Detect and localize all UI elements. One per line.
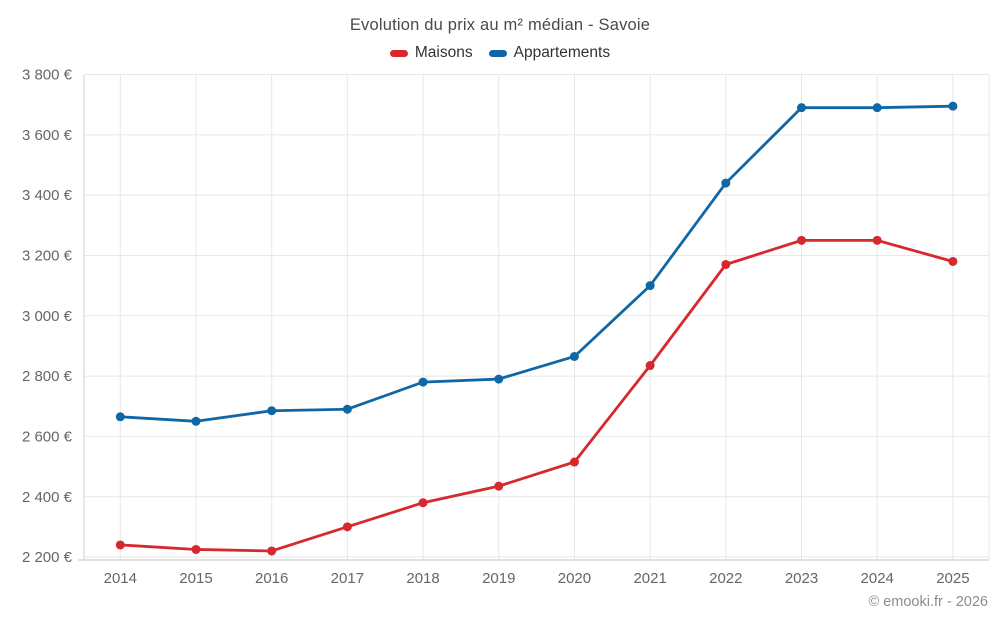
y-axis-tick-label: 2 800 € bbox=[22, 368, 73, 385]
data-point-appartements-2021[interactable] bbox=[645, 281, 655, 291]
legend-label-appartements: Appartements bbox=[513, 44, 611, 61]
legend-item-maisons[interactable]: Maisons bbox=[389, 44, 473, 62]
data-point-maisons-2014[interactable] bbox=[115, 540, 125, 550]
y-axis-tick-label: 3 000 € bbox=[22, 308, 73, 325]
data-point-appartements-2024[interactable] bbox=[872, 103, 882, 113]
y-axis-tick-label: 3 800 € bbox=[22, 67, 73, 84]
copyright: © emooki.fr - 2026 bbox=[868, 594, 988, 610]
y-axis-tick-label: 2 600 € bbox=[22, 428, 73, 445]
data-point-maisons-2015[interactable] bbox=[191, 544, 201, 554]
x-axis-tick-label: 2019 bbox=[482, 570, 515, 587]
series-line-maisons bbox=[118, 238, 955, 553]
x-axis-tick-label: 2023 bbox=[785, 570, 818, 587]
x-axis-tick-label: 2017 bbox=[331, 570, 364, 587]
data-point-maisons-2021[interactable] bbox=[645, 361, 655, 371]
data-point-appartements-2018[interactable] bbox=[418, 377, 428, 387]
legend-item-appartements[interactable]: Appartements bbox=[488, 44, 611, 62]
x-axis-tick-label: 2016 bbox=[255, 570, 288, 587]
y-axis-tick-label: 2 400 € bbox=[22, 489, 73, 506]
data-point-maisons-2017[interactable] bbox=[342, 522, 352, 532]
legend-label-maisons: Maisons bbox=[414, 44, 473, 61]
data-point-appartements-2025[interactable] bbox=[948, 101, 958, 111]
x-axis-tick-label: 2022 bbox=[709, 570, 742, 587]
data-point-appartements-2022[interactable] bbox=[721, 178, 731, 188]
data-point-maisons-2020[interactable] bbox=[569, 457, 579, 467]
x-axis-tick-label: 2025 bbox=[936, 570, 969, 587]
y-axis-tick-label: 3 600 € bbox=[22, 127, 73, 144]
data-point-maisons-2024[interactable] bbox=[872, 235, 882, 245]
data-point-appartements-2023[interactable] bbox=[797, 103, 807, 113]
chart-legend: Maisons Appartements bbox=[0, 44, 1000, 62]
data-point-appartements-2015[interactable] bbox=[191, 416, 201, 426]
y-axis-tick-label: 3 200 € bbox=[22, 248, 73, 265]
x-axis-tick-label: 2021 bbox=[633, 570, 666, 587]
x-axis-tick-label: 2014 bbox=[104, 570, 137, 587]
data-point-maisons-2025[interactable] bbox=[948, 256, 958, 266]
x-axis-tick-label: 2020 bbox=[558, 570, 591, 587]
x-axis-tick-label: 2018 bbox=[406, 570, 439, 587]
x-axis-tick-label: 2015 bbox=[179, 570, 212, 587]
series-line-appartements bbox=[118, 104, 955, 423]
data-point-appartements-2020[interactable] bbox=[569, 351, 579, 361]
chart-title: Evolution du prix au m² médian - Savoie bbox=[349, 16, 651, 34]
data-point-maisons-2022[interactable] bbox=[721, 259, 731, 269]
appartements-series-swatch-icon bbox=[488, 49, 507, 57]
data-point-appartements-2017[interactable] bbox=[342, 404, 352, 414]
x-axis-tick-label: 2024 bbox=[861, 570, 894, 587]
data-point-maisons-2023[interactable] bbox=[797, 235, 807, 245]
data-point-appartements-2014[interactable] bbox=[115, 412, 125, 422]
maisons-series-swatch-icon bbox=[389, 49, 408, 57]
data-point-appartements-2019[interactable] bbox=[494, 374, 504, 384]
y-axis-tick-label: 2 200 € bbox=[22, 549, 73, 566]
data-point-maisons-2016[interactable] bbox=[267, 546, 277, 556]
data-point-appartements-2016[interactable] bbox=[267, 406, 277, 416]
data-point-maisons-2018[interactable] bbox=[418, 498, 428, 508]
y-axis-tick-label: 3 400 € bbox=[22, 187, 73, 204]
data-point-maisons-2019[interactable] bbox=[494, 481, 504, 491]
